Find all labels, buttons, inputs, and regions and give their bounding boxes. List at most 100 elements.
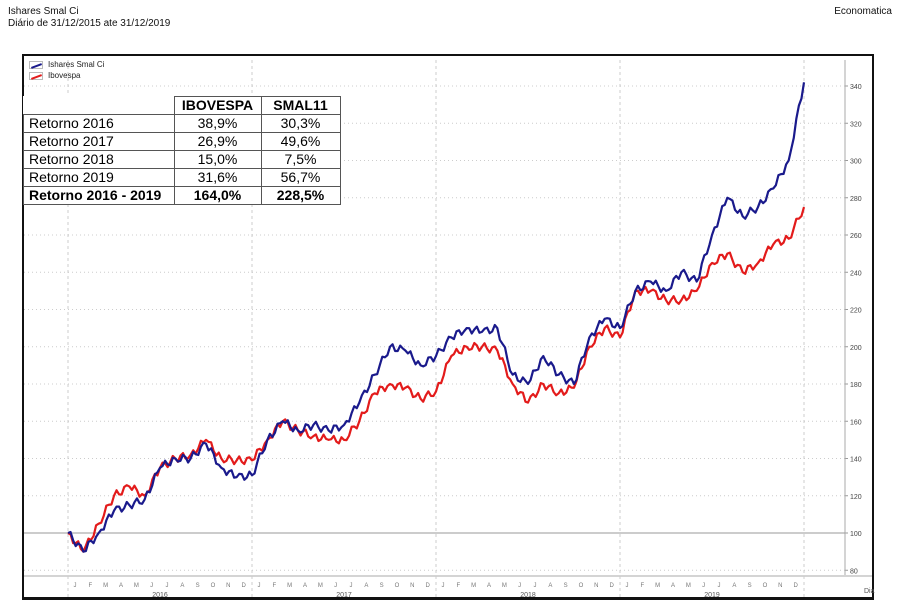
month-tick-label: A	[119, 583, 123, 589]
month-tick-label: J	[350, 583, 353, 589]
row-label: Retorno 2016 - 2019	[23, 186, 175, 205]
year-label: 2017	[336, 592, 352, 599]
y-tick-label: 260	[850, 233, 862, 240]
brand-label: Economatica	[834, 6, 892, 17]
table-row: Retorno 2016 - 2019 164,0% 228,5%	[23, 186, 341, 205]
series-line-ibovespa	[67, 206, 806, 553]
y-tick-label: 300	[850, 159, 862, 166]
smal11-value: 56,7%	[260, 168, 341, 187]
month-tick-label: F	[88, 583, 92, 589]
month-tick-label: J	[258, 583, 261, 589]
y-tick-label: 140	[850, 457, 862, 464]
column-header-ibovespa: IBOVESPA	[173, 96, 262, 115]
year-label: 2016	[152, 592, 168, 599]
month-tick-label: M	[103, 583, 108, 589]
month-tick-label: A	[180, 583, 184, 589]
legend-item-smal: Ishares Smal Ci	[29, 59, 104, 70]
month-tick-label: J	[150, 583, 153, 589]
month-tick-label: J	[518, 583, 521, 589]
y-tick-label: 220	[850, 308, 862, 315]
row-label: Retorno 2016	[23, 114, 175, 133]
ibovespa-value: 26,9%	[173, 132, 262, 151]
month-tick-label: J	[166, 583, 169, 589]
chart-title: Ishares Smal Ci	[8, 6, 79, 17]
month-tick-label: O	[211, 583, 216, 589]
smal11-value: 30,3%	[260, 114, 341, 133]
table-row: Retorno 2016 38,9% 30,3%	[23, 114, 341, 133]
date-range: Diário de 31/12/2015 ate 31/12/2019	[8, 18, 171, 29]
month-tick-label: D	[609, 583, 614, 589]
month-tick-label: O	[579, 583, 584, 589]
legend-item-ibov: Ibovespa	[29, 70, 104, 81]
month-tick-label: M	[318, 583, 323, 589]
y-tick-label: 100	[850, 531, 862, 538]
legend-label: Ibovespa	[48, 71, 81, 80]
month-tick-label: F	[640, 583, 644, 589]
month-tick-label: J	[534, 583, 537, 589]
month-tick-label: F	[456, 583, 460, 589]
month-tick-label: A	[548, 583, 552, 589]
returns-table: IBOVESPA SMAL11 Retorno 2016 38,9% 30,3% Re…	[23, 96, 341, 205]
month-tick-label: N	[778, 583, 782, 589]
y-tick-label: 340	[850, 84, 862, 91]
month-tick-label: S	[564, 583, 568, 589]
month-tick-label: M	[471, 583, 476, 589]
month-tick-label: S	[196, 583, 200, 589]
month-tick-label: J	[334, 583, 337, 589]
month-tick-label: J	[702, 583, 705, 589]
month-tick-label: J	[74, 583, 77, 589]
y-tick-label: 200	[850, 345, 862, 352]
ibovespa-value: 31,6%	[173, 168, 262, 187]
smal11-value: 49,6%	[260, 132, 341, 151]
table-row: Retorno 2017 26,9% 49,6%	[23, 132, 341, 151]
smal11-value: 7,5%	[260, 150, 341, 169]
month-tick-label: J	[718, 583, 721, 589]
month-tick-label: M	[655, 583, 660, 589]
row-label: Retorno 2017	[23, 132, 175, 151]
month-tick-label: S	[380, 583, 384, 589]
month-tick-label: A	[732, 583, 736, 589]
month-tick-label: D	[425, 583, 430, 589]
legend: Ishares Smal Ci Ibovespa	[29, 59, 104, 81]
year-label: 2019	[704, 592, 720, 599]
table-row: Retorno 2018 15,0% 7,5%	[23, 150, 341, 169]
month-tick-label: A	[364, 583, 368, 589]
column-header-smal11: SMAL11	[260, 96, 341, 115]
legend-swatch-ibov	[29, 71, 43, 80]
ibovespa-value: 15,0%	[173, 150, 262, 169]
month-tick-label: D	[241, 583, 246, 589]
month-tick-label: M	[287, 583, 292, 589]
row-label: Retorno 2019	[23, 168, 175, 187]
month-tick-label: F	[272, 583, 276, 589]
month-tick-label: A	[303, 583, 307, 589]
month-tick-label: N	[410, 583, 414, 589]
ibovespa-value: 164,0%	[173, 186, 262, 205]
ibovespa-value: 38,9%	[173, 114, 262, 133]
y-tick-label: 160	[850, 419, 862, 426]
y-tick-label: 120	[850, 494, 862, 501]
month-tick-label: N	[226, 583, 230, 589]
month-tick-label: O	[395, 583, 400, 589]
chart-frame	[22, 54, 874, 600]
month-tick-label: O	[763, 583, 768, 589]
legend-swatch-smal	[29, 60, 43, 69]
smal11-value: 228,5%	[260, 186, 341, 205]
month-tick-label: M	[686, 583, 691, 589]
month-tick-label: M	[134, 583, 139, 589]
y-tick-label: 280	[850, 196, 862, 203]
y-tick-label: 180	[850, 382, 862, 389]
y-tick-label: 240	[850, 270, 862, 277]
x-axis-label: Dia	[864, 588, 875, 595]
month-tick-label: J	[626, 583, 629, 589]
month-tick-label: J	[442, 583, 445, 589]
month-tick-label: S	[748, 583, 752, 589]
table-row: Retorno 2019 31,6% 56,7%	[23, 168, 341, 187]
row-label: Retorno 2018	[23, 150, 175, 169]
month-tick-label: M	[502, 583, 507, 589]
series-line-smal	[67, 82, 806, 553]
legend-label: Ishares Smal Ci	[48, 60, 105, 69]
month-tick-label: N	[594, 583, 598, 589]
month-tick-label: A	[487, 583, 491, 589]
y-tick-label: 80	[850, 568, 858, 575]
